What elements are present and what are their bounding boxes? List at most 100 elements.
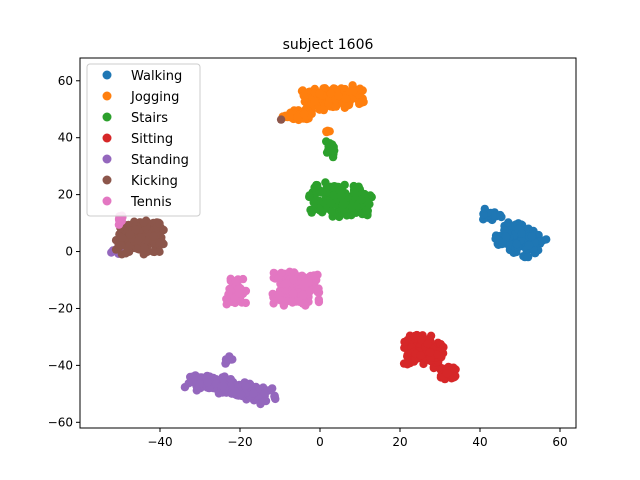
data-point (341, 94, 350, 103)
legend-marker (102, 133, 112, 143)
legend-item-stairs: Stairs (102, 111, 168, 126)
data-point (512, 239, 521, 249)
series-sitting (399, 330, 460, 384)
data-point (192, 386, 201, 395)
data-point (426, 331, 436, 340)
data-point (318, 188, 327, 197)
x-axis: −40 −20 0 20 40 60 (147, 428, 568, 449)
data-point (249, 389, 258, 398)
series-stairs (305, 137, 376, 222)
data-point (305, 287, 314, 296)
data-point (315, 89, 324, 98)
x-tick-label: 60 (552, 435, 567, 449)
data-point (219, 374, 228, 383)
data-point (358, 209, 367, 219)
data-point (131, 225, 140, 234)
y-axis: −60 −40 −20 0 20 40 60 (48, 74, 80, 429)
legend-label: Standing (131, 153, 189, 168)
series-walking (479, 204, 551, 262)
y-tick-label: 20 (58, 188, 73, 202)
data-point (116, 241, 126, 250)
legend-label: Tennis (130, 195, 172, 210)
legend-label: Sitting (131, 132, 173, 147)
legend-item-sitting: Sitting (102, 132, 173, 147)
x-tick-label: −20 (227, 435, 252, 449)
data-point (410, 331, 420, 341)
legend-marker (102, 196, 112, 206)
data-point (355, 99, 364, 109)
legend: Walking Jogging Stairs Sitting Standing Kicki… (86, 63, 201, 217)
data-point (479, 210, 488, 219)
data-point (149, 247, 158, 256)
data-point (269, 290, 278, 299)
data-point (282, 279, 291, 288)
data-point (527, 232, 537, 241)
data-point (222, 358, 231, 367)
data-point (327, 206, 336, 216)
data-point (309, 271, 319, 280)
data-point (140, 243, 149, 252)
data-point (298, 299, 308, 308)
data-point (139, 250, 148, 259)
y-tick-label: 40 (58, 131, 73, 145)
data-point (517, 229, 526, 238)
data-point (214, 389, 224, 398)
data-point (334, 91, 343, 101)
legend-label: Jogging (130, 90, 179, 105)
y-tick-label: −60 (48, 415, 73, 429)
legend-item-standing: Standing (102, 153, 189, 168)
data-point (326, 89, 336, 98)
data-point (328, 146, 338, 155)
data-point (500, 226, 509, 235)
data-point (287, 297, 297, 306)
data-point (125, 230, 135, 239)
legend-marker (102, 112, 112, 122)
data-point (134, 236, 143, 245)
data-point (155, 247, 164, 256)
data-point (218, 381, 228, 391)
data-point (299, 91, 308, 100)
data-point (293, 113, 302, 122)
x-tick-label: 40 (472, 435, 487, 449)
data-point (322, 127, 331, 137)
data-point (501, 232, 511, 241)
data-point (159, 225, 168, 235)
data-point (524, 241, 534, 250)
data-point (328, 152, 338, 162)
data-point (523, 252, 533, 262)
data-point (335, 212, 344, 222)
data-point (349, 86, 358, 96)
chart-title: subject 1606 (283, 37, 374, 53)
data-point (269, 299, 278, 308)
data-point (490, 211, 499, 220)
data-point (305, 192, 314, 202)
data-point (325, 139, 335, 148)
data-point (316, 206, 325, 215)
data-point (400, 337, 409, 347)
data-point (230, 387, 240, 396)
data-point (195, 379, 204, 389)
data-point (331, 102, 341, 111)
data-point (290, 269, 299, 278)
data-point (314, 295, 323, 304)
series-kicking (111, 115, 286, 259)
data-point (417, 335, 426, 345)
legend-marker (102, 91, 112, 101)
data-point (307, 208, 316, 217)
data-point (498, 239, 507, 248)
x-tick-label: 0 (316, 435, 324, 449)
data-point (416, 351, 425, 360)
legend-label: Walking (131, 69, 182, 84)
legend-item-walking: Walking (102, 69, 182, 84)
data-point (365, 199, 374, 209)
data-point (442, 369, 452, 378)
data-point (277, 268, 286, 278)
data-point (321, 178, 330, 187)
data-point (336, 191, 346, 201)
data-point (149, 232, 158, 241)
data-point (340, 180, 349, 190)
data-point (223, 297, 233, 306)
y-tick-label: 0 (65, 245, 73, 259)
points-layer (107, 81, 551, 409)
legend-marker (102, 154, 112, 164)
